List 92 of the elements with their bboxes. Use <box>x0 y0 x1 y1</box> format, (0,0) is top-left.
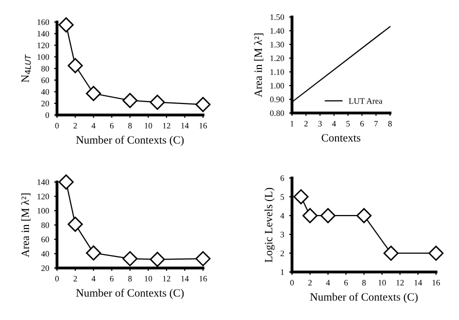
y-tick-label: 140 <box>38 30 50 37</box>
point <box>86 245 102 261</box>
y-tick-label: 120 <box>38 194 50 200</box>
x-tick-label: 6 <box>344 280 348 286</box>
y-tick-label: 1.50 <box>270 14 284 20</box>
y-tick-label: 1.40 <box>270 28 284 34</box>
point <box>150 94 165 110</box>
x-tick-label: 3 <box>318 120 322 127</box>
x-tick-label: 4 <box>326 280 330 286</box>
x-tick-label: 4 <box>92 276 96 282</box>
y-tick-label: 1.30 <box>270 42 284 48</box>
point <box>122 251 138 266</box>
x-tick-label: 0 <box>55 122 59 129</box>
y-tick-label: 5 <box>280 194 284 200</box>
y-tick-label: 40 <box>41 89 50 95</box>
point <box>68 216 83 232</box>
y-tick-label: 0.90 <box>270 96 284 102</box>
point <box>302 208 318 224</box>
y-tick-label: 80 <box>41 222 50 228</box>
x-tick-label: 6 <box>110 122 114 129</box>
x-tick-label: 14 <box>181 276 189 282</box>
y-tick-label: 80 <box>41 66 50 72</box>
y-tick-label: 4 <box>280 213 284 218</box>
y-axis-title: Area in [M λ²] <box>254 34 264 98</box>
y-tick-label: 140 <box>38 179 50 185</box>
point <box>320 208 336 224</box>
y-tick-label: 60 <box>41 236 50 242</box>
y-axis-title: N$_{4LUT}$ <box>22 54 31 82</box>
y-tick-label: 20 <box>41 100 50 106</box>
x-tick-label: 12 <box>396 280 404 286</box>
x-tick-label: 14 <box>181 122 189 128</box>
x-tick-label: 16 <box>200 276 207 282</box>
x-tick-label: 10 <box>144 276 152 282</box>
y-tick-label: 1.00 <box>270 82 284 89</box>
x-tick-label: 8 <box>128 276 132 282</box>
point <box>86 86 102 102</box>
y-axis-title: Logic Levels (L) <box>264 188 275 262</box>
point <box>383 246 399 261</box>
x-tick-label: 10 <box>378 280 386 286</box>
x-tick-label: 14 <box>414 280 422 286</box>
x-tick-label: 2 <box>74 122 77 128</box>
x-tick-label: 16 <box>200 122 207 129</box>
y-tick-label: 20 <box>41 265 50 271</box>
x-axis-title: Contexts <box>322 134 360 142</box>
x-tick-label: 0 <box>290 280 294 286</box>
y-tick-label: 1 <box>280 269 284 275</box>
x-axis-title: Number of Contexts (C) <box>310 292 418 303</box>
y-tick-label: 2 <box>280 250 284 256</box>
y-tick-label: 6 <box>280 175 284 181</box>
x-tick-label: 8 <box>362 280 366 286</box>
point <box>58 174 74 190</box>
point <box>68 58 83 74</box>
y-tick-label: 120 <box>38 42 50 48</box>
y-axis-title: Area in [M λ²] <box>21 194 30 258</box>
x-tick-label: 8 <box>128 122 132 129</box>
x-tick-label: 8 <box>388 120 392 127</box>
x-tick-label: 6 <box>110 276 114 282</box>
y-tick-label: 3 <box>280 232 284 238</box>
y-tick-label: 0.80 <box>270 110 284 116</box>
y-tick-label: 40 <box>41 251 50 257</box>
x-tick-label: 4 <box>92 122 96 128</box>
x-tick-label: 5 <box>346 120 350 127</box>
x-axis-title: Number of Contexts (C) <box>76 136 184 146</box>
y-tick-label: 60 <box>41 77 50 84</box>
point <box>195 251 211 266</box>
x-tick-label: 4 <box>332 120 336 126</box>
point <box>122 92 138 108</box>
x-tick-label: 0 <box>55 276 59 282</box>
x-tick-label: 16 <box>432 280 440 286</box>
y-tick-label: 1.10 <box>270 69 284 75</box>
x-tick-label: 12 <box>163 122 170 128</box>
x-tick-label: 2 <box>74 276 77 282</box>
y-tick-label: 0 <box>46 112 50 118</box>
point <box>195 96 211 112</box>
y-tick-label: 100 <box>38 54 50 60</box>
x-tick-label: 10 <box>144 122 152 129</box>
x-tick-label: 6 <box>360 120 364 127</box>
x-tick-label: 2 <box>308 280 312 286</box>
x-tick-label: 2 <box>304 120 308 126</box>
y-tick-label: 1.20 <box>270 55 284 62</box>
point <box>293 189 309 204</box>
x-tick-label: 12 <box>163 276 170 282</box>
legend-label: LUT Area <box>348 98 382 104</box>
x-tick-label: 7 <box>374 120 378 126</box>
y-tick-label: 160 <box>38 19 50 25</box>
point <box>428 246 444 261</box>
y-tick-label: 100 <box>38 208 50 214</box>
point <box>150 252 165 267</box>
x-axis-title: Number of Contexts (C) <box>76 288 184 299</box>
x-tick-label: 1 <box>290 120 294 126</box>
point <box>58 17 74 32</box>
point <box>356 208 372 224</box>
